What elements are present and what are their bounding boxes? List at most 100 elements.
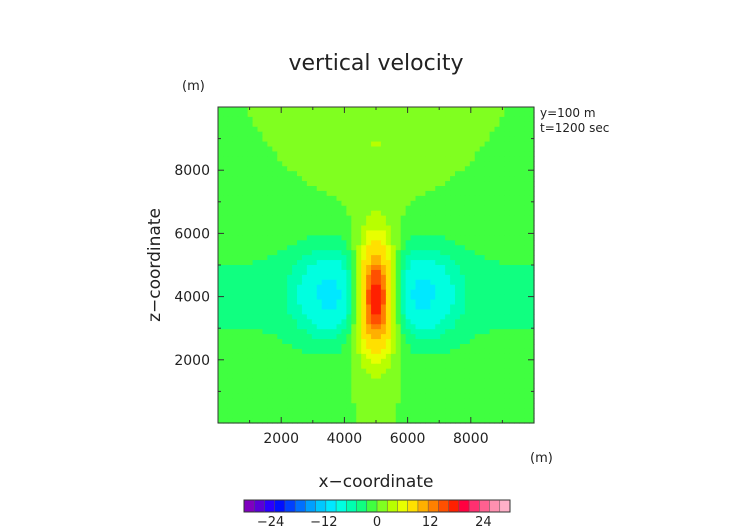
heatmap-cell (445, 166, 451, 172)
heatmap-cell (232, 111, 239, 118)
heatmap-cell (297, 260, 303, 266)
heatmap-cell (282, 126, 288, 133)
heatmap-cell (272, 383, 278, 390)
heatmap-cell (262, 220, 268, 227)
y-tick-label: 8000 (174, 163, 210, 179)
heatmap-cell (351, 319, 357, 325)
heatmap-cell (237, 121, 244, 128)
heatmap-cell (287, 235, 293, 241)
heatmap-cell (395, 319, 402, 325)
heatmap-cell (445, 309, 451, 315)
heatmap-cell (405, 220, 412, 227)
heatmap-cell (366, 161, 372, 167)
heatmap-cell (524, 393, 530, 399)
heatmap-cell (346, 245, 352, 251)
heatmap-cell (400, 413, 407, 419)
heatmap-cell (425, 176, 431, 182)
heatmap-cell (415, 339, 422, 345)
heatmap-cell (425, 279, 431, 286)
heatmap-cell (361, 413, 367, 419)
heatmap-cell (450, 250, 456, 256)
heatmap-cell (341, 393, 347, 399)
heatmap-cell (341, 353, 347, 360)
heatmap-cell (489, 393, 496, 399)
heatmap-cell (415, 190, 422, 197)
heatmap-cell (376, 403, 382, 409)
heatmap-cell (316, 151, 323, 157)
heatmap-cell (341, 250, 347, 256)
heatmap-cell (529, 334, 535, 340)
heatmap-cell (227, 220, 234, 227)
heatmap-cell (405, 348, 412, 355)
heatmap-cell (361, 220, 367, 227)
heatmap-cell (222, 190, 229, 197)
heatmap-cell (400, 329, 407, 335)
heatmap-cell (479, 403, 486, 409)
heatmap-cell (267, 324, 273, 330)
heatmap-cell (346, 299, 352, 306)
heatmap-cell (341, 403, 347, 409)
heatmap-cell (222, 141, 229, 148)
heatmap-cell (297, 339, 303, 345)
heatmap-cell (351, 408, 357, 414)
heatmap-cell (390, 141, 397, 148)
heatmap-cell (455, 348, 461, 355)
heatmap-cell (380, 151, 387, 157)
heatmap-cell (469, 215, 476, 222)
heatmap-cell (301, 220, 308, 227)
heatmap-cell (371, 299, 377, 306)
heatmap-cell (252, 383, 259, 390)
heatmap-cell (336, 136, 343, 143)
heatmap-cell (287, 156, 293, 162)
heatmap-cell (400, 334, 407, 340)
heatmap-cell (277, 309, 283, 315)
heatmap-cell (464, 403, 471, 409)
heatmap-cell (484, 171, 491, 177)
heatmap-cell (474, 319, 481, 325)
heatmap-cell (445, 304, 451, 311)
heatmap-cell (336, 329, 343, 335)
heatmap-cell (346, 294, 352, 301)
heatmap-cell (356, 195, 362, 202)
heatmap-cell (489, 176, 496, 182)
heatmap-cell (445, 373, 451, 380)
heatmap-cell (410, 344, 417, 350)
heatmap-cell (267, 294, 273, 301)
heatmap-cell (287, 329, 293, 335)
heatmap-cell (232, 314, 239, 320)
heatmap-cell (440, 373, 446, 380)
heatmap-cell (247, 294, 254, 301)
heatmap-cell (326, 339, 333, 345)
heatmap-cell (366, 339, 372, 345)
heatmap-cell (509, 413, 515, 419)
heatmap-cell (232, 240, 239, 246)
heatmap-cell (262, 126, 268, 133)
heatmap-cell (366, 121, 372, 128)
heatmap-cell (514, 319, 520, 325)
heatmap-cell (450, 230, 456, 236)
heatmap-cell (316, 358, 323, 365)
heatmap-cell (247, 215, 254, 222)
heatmap-cell (395, 131, 402, 138)
heatmap-cell (425, 353, 431, 360)
heatmap-cell (440, 353, 446, 360)
heatmap-cell (464, 171, 471, 177)
heatmap-cell (227, 358, 234, 365)
heatmap-cell (331, 240, 338, 246)
heatmap-cell (376, 304, 382, 311)
heatmap-cell (509, 344, 515, 350)
heatmap-cell (346, 136, 352, 143)
heatmap-cell (262, 284, 268, 291)
heatmap-cell (346, 314, 352, 320)
colorbar-swatch (305, 500, 316, 512)
heatmap-cell (395, 373, 402, 380)
heatmap-cell (247, 136, 254, 143)
heatmap-cell (242, 146, 249, 153)
heatmap-cell (356, 353, 362, 360)
heatmap-cell (306, 418, 313, 424)
heatmap-cell (395, 265, 402, 271)
heatmap-cell (479, 339, 486, 345)
heatmap-cell (499, 121, 505, 128)
heatmap-cell (316, 344, 323, 350)
heatmap-cell (524, 344, 530, 350)
